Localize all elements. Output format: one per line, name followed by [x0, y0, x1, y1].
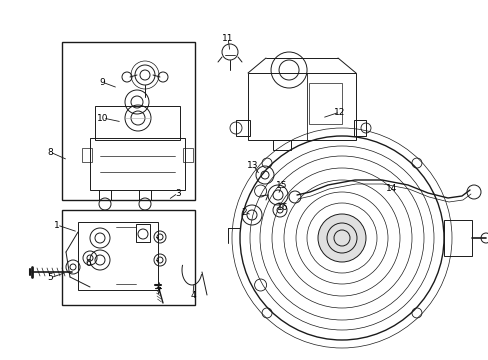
- Text: 16: 16: [277, 202, 288, 212]
- Bar: [247, 73, 355, 140]
- Text: 15: 15: [276, 180, 287, 189]
- Bar: [443, 220, 471, 256]
- Circle shape: [317, 214, 365, 262]
- Bar: [309, 83, 341, 124]
- Bar: [95, 106, 180, 140]
- Bar: [90, 138, 184, 190]
- Bar: [136, 224, 150, 242]
- Text: 1: 1: [54, 220, 60, 230]
- Bar: [353, 120, 365, 136]
- Bar: [82, 148, 92, 162]
- Text: 5: 5: [47, 274, 53, 283]
- Text: 13: 13: [247, 161, 258, 170]
- Text: 10: 10: [97, 113, 108, 122]
- Text: 9: 9: [99, 77, 104, 86]
- Bar: [183, 148, 193, 162]
- Bar: [78, 222, 158, 290]
- Text: 6: 6: [85, 260, 91, 269]
- Text: 12: 12: [334, 108, 345, 117]
- Bar: [236, 120, 249, 136]
- Text: 3: 3: [175, 189, 181, 198]
- Bar: [62, 210, 195, 305]
- Text: 4: 4: [190, 291, 195, 300]
- Bar: [62, 42, 195, 200]
- Text: 14: 14: [386, 184, 397, 193]
- Bar: [99, 190, 111, 200]
- Text: 11: 11: [222, 33, 233, 42]
- Bar: [139, 190, 151, 200]
- Bar: [272, 140, 290, 150]
- Text: 8: 8: [47, 148, 53, 157]
- Text: 7: 7: [155, 288, 161, 297]
- Text: 2: 2: [241, 207, 246, 216]
